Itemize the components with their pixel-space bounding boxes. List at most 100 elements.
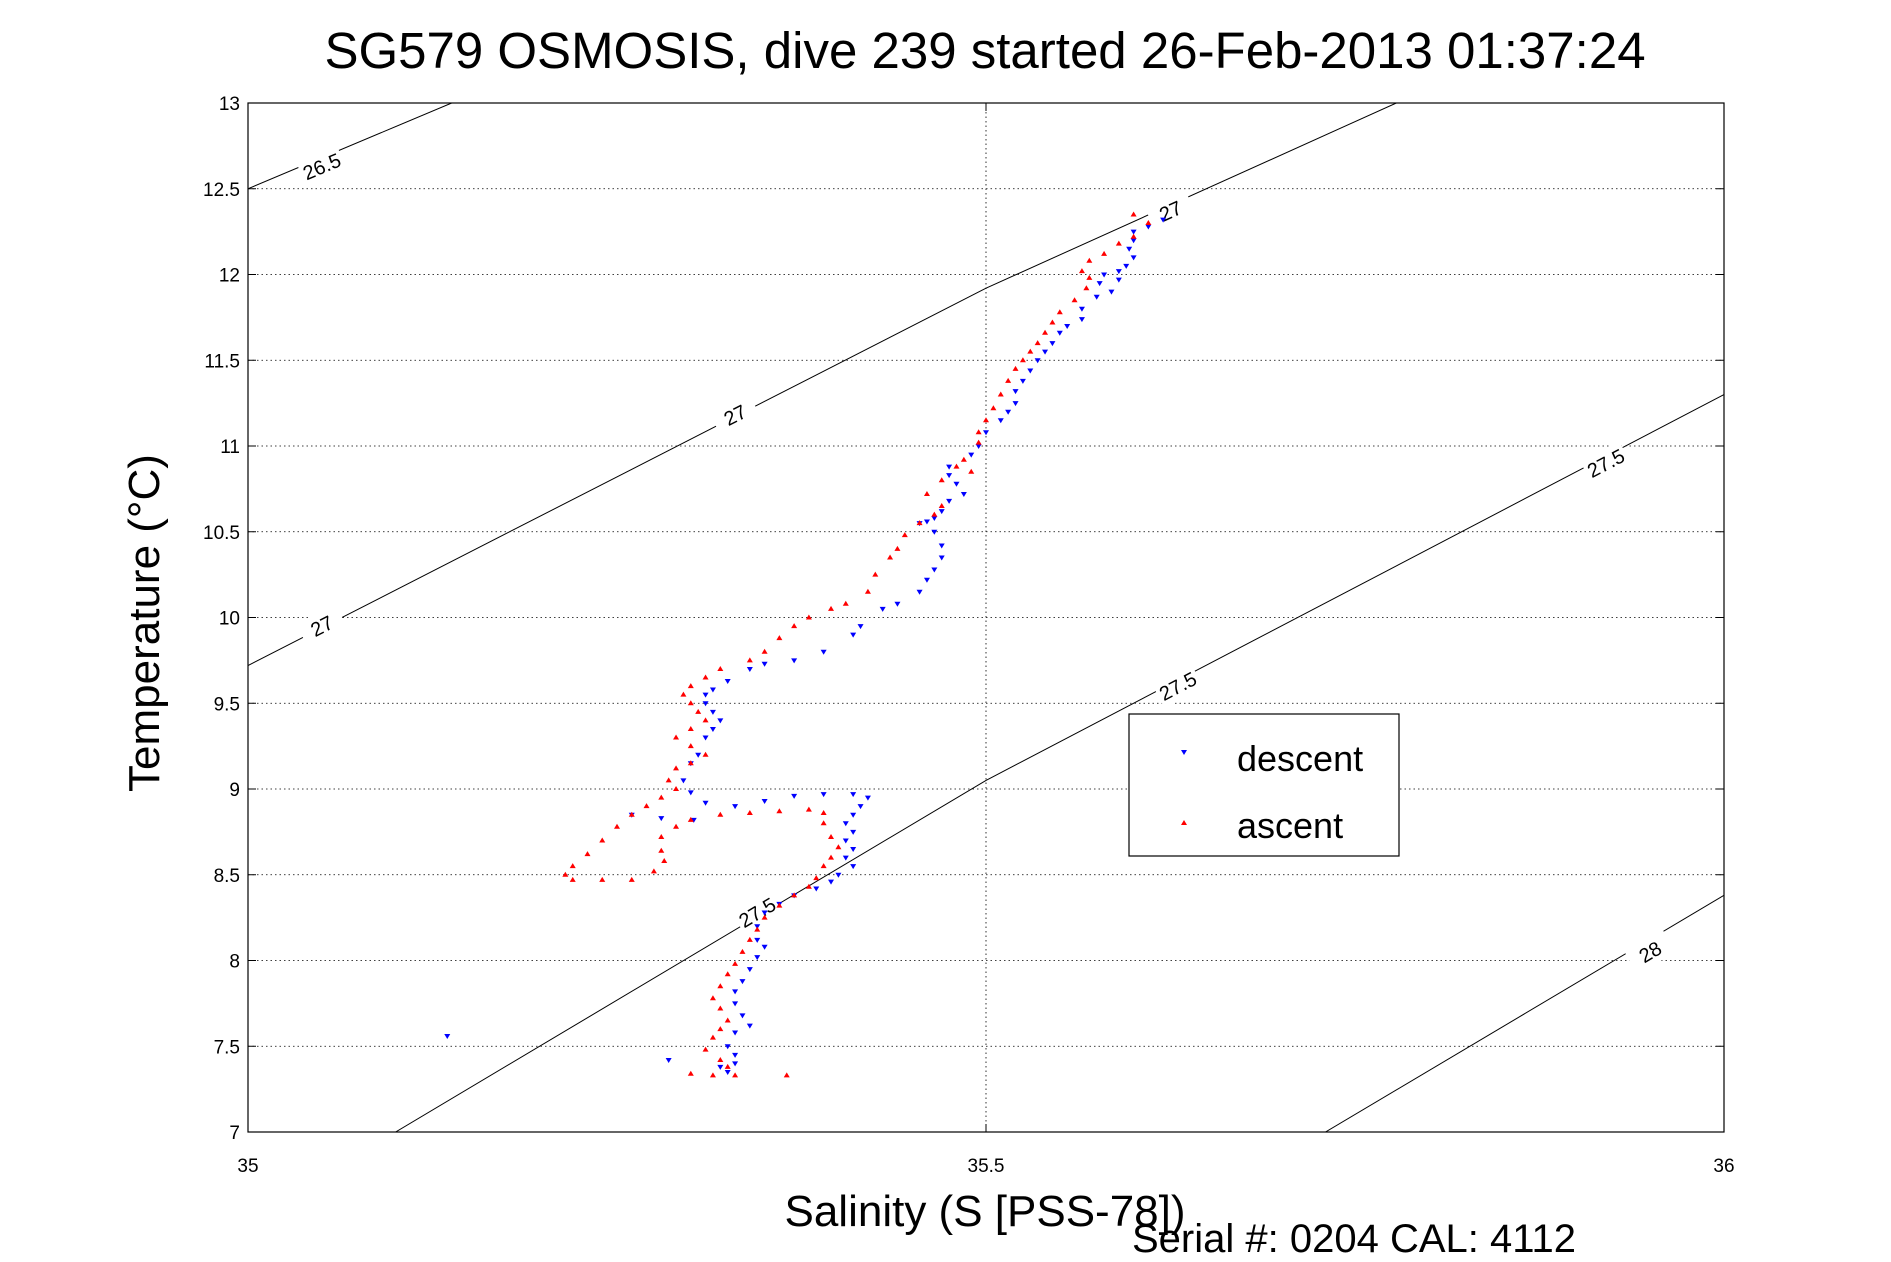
ascent-point	[687, 743, 694, 749]
descent-point	[690, 817, 697, 823]
descent-point	[864, 795, 871, 801]
descent-point	[761, 799, 768, 805]
ascent-point	[1115, 240, 1122, 246]
ascent-point	[761, 914, 768, 920]
descent-point	[717, 718, 724, 724]
ascent-point	[805, 614, 812, 620]
ascent-point	[658, 847, 665, 853]
descent-point	[1130, 255, 1137, 261]
descent-point	[1160, 217, 1167, 223]
descent-point	[732, 1061, 739, 1067]
ascent-point	[887, 554, 894, 560]
descent-point	[746, 666, 753, 672]
legend: descent ascent	[1128, 713, 1400, 857]
y-axis-ticks: 7 7.5 8 8.5 9 9.5 10 10.5 11 11.5 12 12.5 13	[203, 94, 1724, 1144]
legend-label-descent: descent	[1237, 738, 1363, 779]
ascent-point	[1101, 250, 1108, 256]
contour-label-bg	[296, 145, 348, 187]
descent-point	[835, 872, 842, 878]
ascent-point	[1005, 377, 1012, 383]
descent-point	[761, 944, 768, 950]
ascent-point	[820, 863, 827, 869]
ascent-point	[724, 1017, 731, 1023]
ascent-point	[864, 588, 871, 594]
y-tick-label: 8	[229, 952, 240, 973]
descent-point	[724, 1069, 731, 1075]
ascent-point	[1042, 329, 1049, 335]
ascent-point	[702, 751, 709, 757]
y-tick-label: 10.5	[203, 523, 240, 544]
y-tick-label: 7.5	[214, 1037, 240, 1058]
descent-point	[931, 529, 938, 535]
descent-point	[857, 804, 864, 810]
ascent-point	[990, 405, 997, 411]
ascent-point	[776, 635, 783, 641]
ascent-point	[1130, 211, 1137, 217]
ascent-point	[599, 876, 606, 882]
ascent-point	[894, 545, 901, 551]
ascent-point	[1078, 268, 1085, 274]
ascent-point	[673, 734, 680, 740]
descent-point	[931, 516, 938, 522]
descent-point	[975, 444, 982, 449]
chart-title: SG579 OSMOSIS, dive 239 started 26-Feb-2…	[324, 22, 1645, 79]
contour-label-bg	[709, 393, 761, 437]
descent-point	[717, 1064, 724, 1070]
y-tick-label: 11	[220, 437, 240, 458]
descent-point	[1108, 289, 1115, 295]
descent-point	[894, 601, 901, 607]
ascent-point	[1019, 357, 1026, 363]
descent-point	[946, 473, 953, 479]
contour-label-bg	[731, 890, 783, 935]
x-axis-ticks: 35 35.5 36	[237, 103, 1735, 1177]
y-tick-label: 8.5	[214, 866, 240, 887]
ascent-point	[901, 532, 908, 538]
ascent-point	[732, 960, 739, 966]
ascent-point	[1071, 297, 1078, 303]
descent-point	[850, 829, 857, 835]
grid-lines	[248, 103, 1724, 1132]
contour-label-bg	[1152, 664, 1204, 708]
ascent-point	[916, 520, 923, 526]
descent-point	[1012, 401, 1019, 407]
data-points	[444, 211, 1167, 1078]
descent-point	[687, 790, 694, 796]
descent-point	[923, 519, 930, 525]
x-tick-label: 36	[1713, 1156, 1734, 1177]
descent-point	[665, 1057, 672, 1063]
descent-point	[857, 624, 864, 630]
ascent-point	[776, 808, 783, 814]
ascent-point	[717, 665, 724, 671]
descent-point	[709, 709, 716, 715]
ascent-point	[842, 600, 849, 606]
ascent-point	[754, 926, 761, 932]
descent-point	[754, 937, 761, 943]
descent-point	[813, 886, 820, 892]
descent-point	[946, 464, 953, 470]
descent-point	[916, 589, 923, 595]
ascent-point	[680, 691, 687, 697]
ascent-point	[628, 811, 635, 817]
descent-point	[842, 838, 849, 844]
descent-point	[1096, 281, 1103, 287]
ascent-point	[931, 511, 938, 517]
descent-point	[1101, 272, 1108, 278]
descent-point	[842, 855, 849, 861]
descent-point	[1056, 330, 1063, 336]
legend-marker-ascent	[1181, 820, 1187, 825]
ascent-point	[687, 725, 694, 731]
ascent-point	[828, 854, 835, 860]
ascent-point	[923, 491, 930, 497]
ascent-point	[643, 803, 650, 809]
ascent-point	[599, 837, 606, 843]
descent-point	[732, 1001, 739, 1007]
ascent-point	[938, 477, 945, 483]
ascent-point	[702, 717, 709, 723]
descent-point	[1027, 368, 1034, 374]
descent-point	[968, 452, 975, 458]
ascent-point	[1012, 365, 1019, 371]
descent-point	[997, 418, 1004, 424]
y-tick-label: 9.5	[214, 694, 240, 715]
ascent-point	[614, 823, 620, 829]
